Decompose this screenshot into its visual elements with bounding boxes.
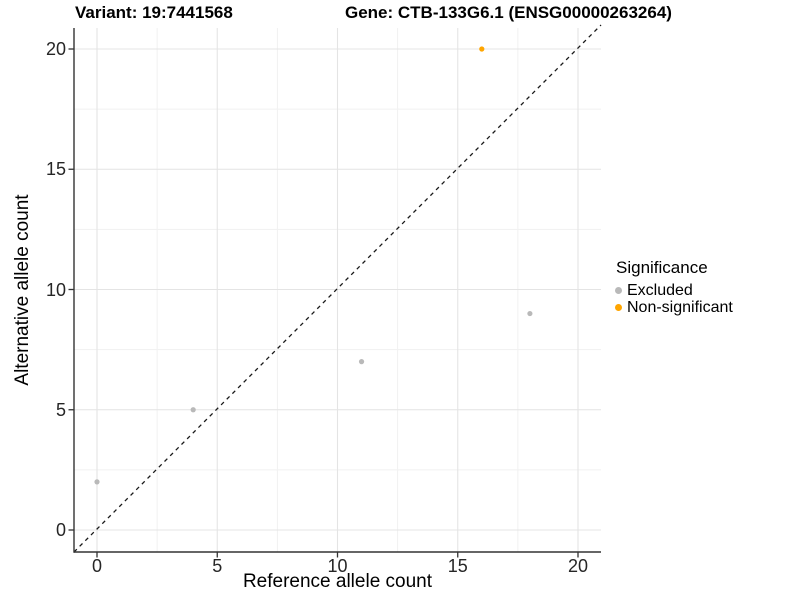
legend-item-label: Non-significant	[627, 298, 733, 316]
x-tick-label: 20	[567, 556, 589, 576]
x-tick-label: 10	[327, 556, 348, 576]
legend-items: Excluded Non-significant	[614, 282, 733, 316]
y-tick-label: 5	[55, 399, 66, 420]
y-axis-title: Alternative allele count	[12, 194, 33, 386]
data-point-excluded	[94, 479, 100, 485]
x-axis-title: Reference allele count	[242, 571, 433, 592]
data-point-non-significant	[479, 46, 485, 52]
plot-title-gene: Gene: CTB-133G6.1 (ENSG00000263264)	[345, 3, 672, 22]
plot-title-variant: Variant: 19:7441568	[75, 3, 233, 22]
y-tick-label: 0	[55, 520, 66, 540]
legend: Significance Excluded Non-significant	[614, 258, 733, 316]
y-tick-label: 10	[45, 279, 66, 300]
data-point-excluded	[190, 407, 196, 413]
x-tick-label: 0	[91, 556, 102, 576]
data-point-excluded	[358, 359, 365, 365]
legend-dot-icon	[615, 287, 622, 294]
x-tick-label: 15	[447, 556, 468, 576]
x-tick-label: 5	[212, 556, 223, 576]
y-tick-label: 15	[45, 159, 66, 180]
legend-item-excluded: Excluded	[614, 282, 733, 299]
legend-dot-icon	[615, 304, 622, 311]
legend-item-label: Excluded	[627, 281, 693, 299]
legend-item-non-significant: Non-significant	[614, 299, 733, 316]
data-point-excluded	[527, 310, 533, 317]
y-tick-label: 20	[45, 39, 66, 59]
legend-title: Significance	[616, 258, 708, 277]
